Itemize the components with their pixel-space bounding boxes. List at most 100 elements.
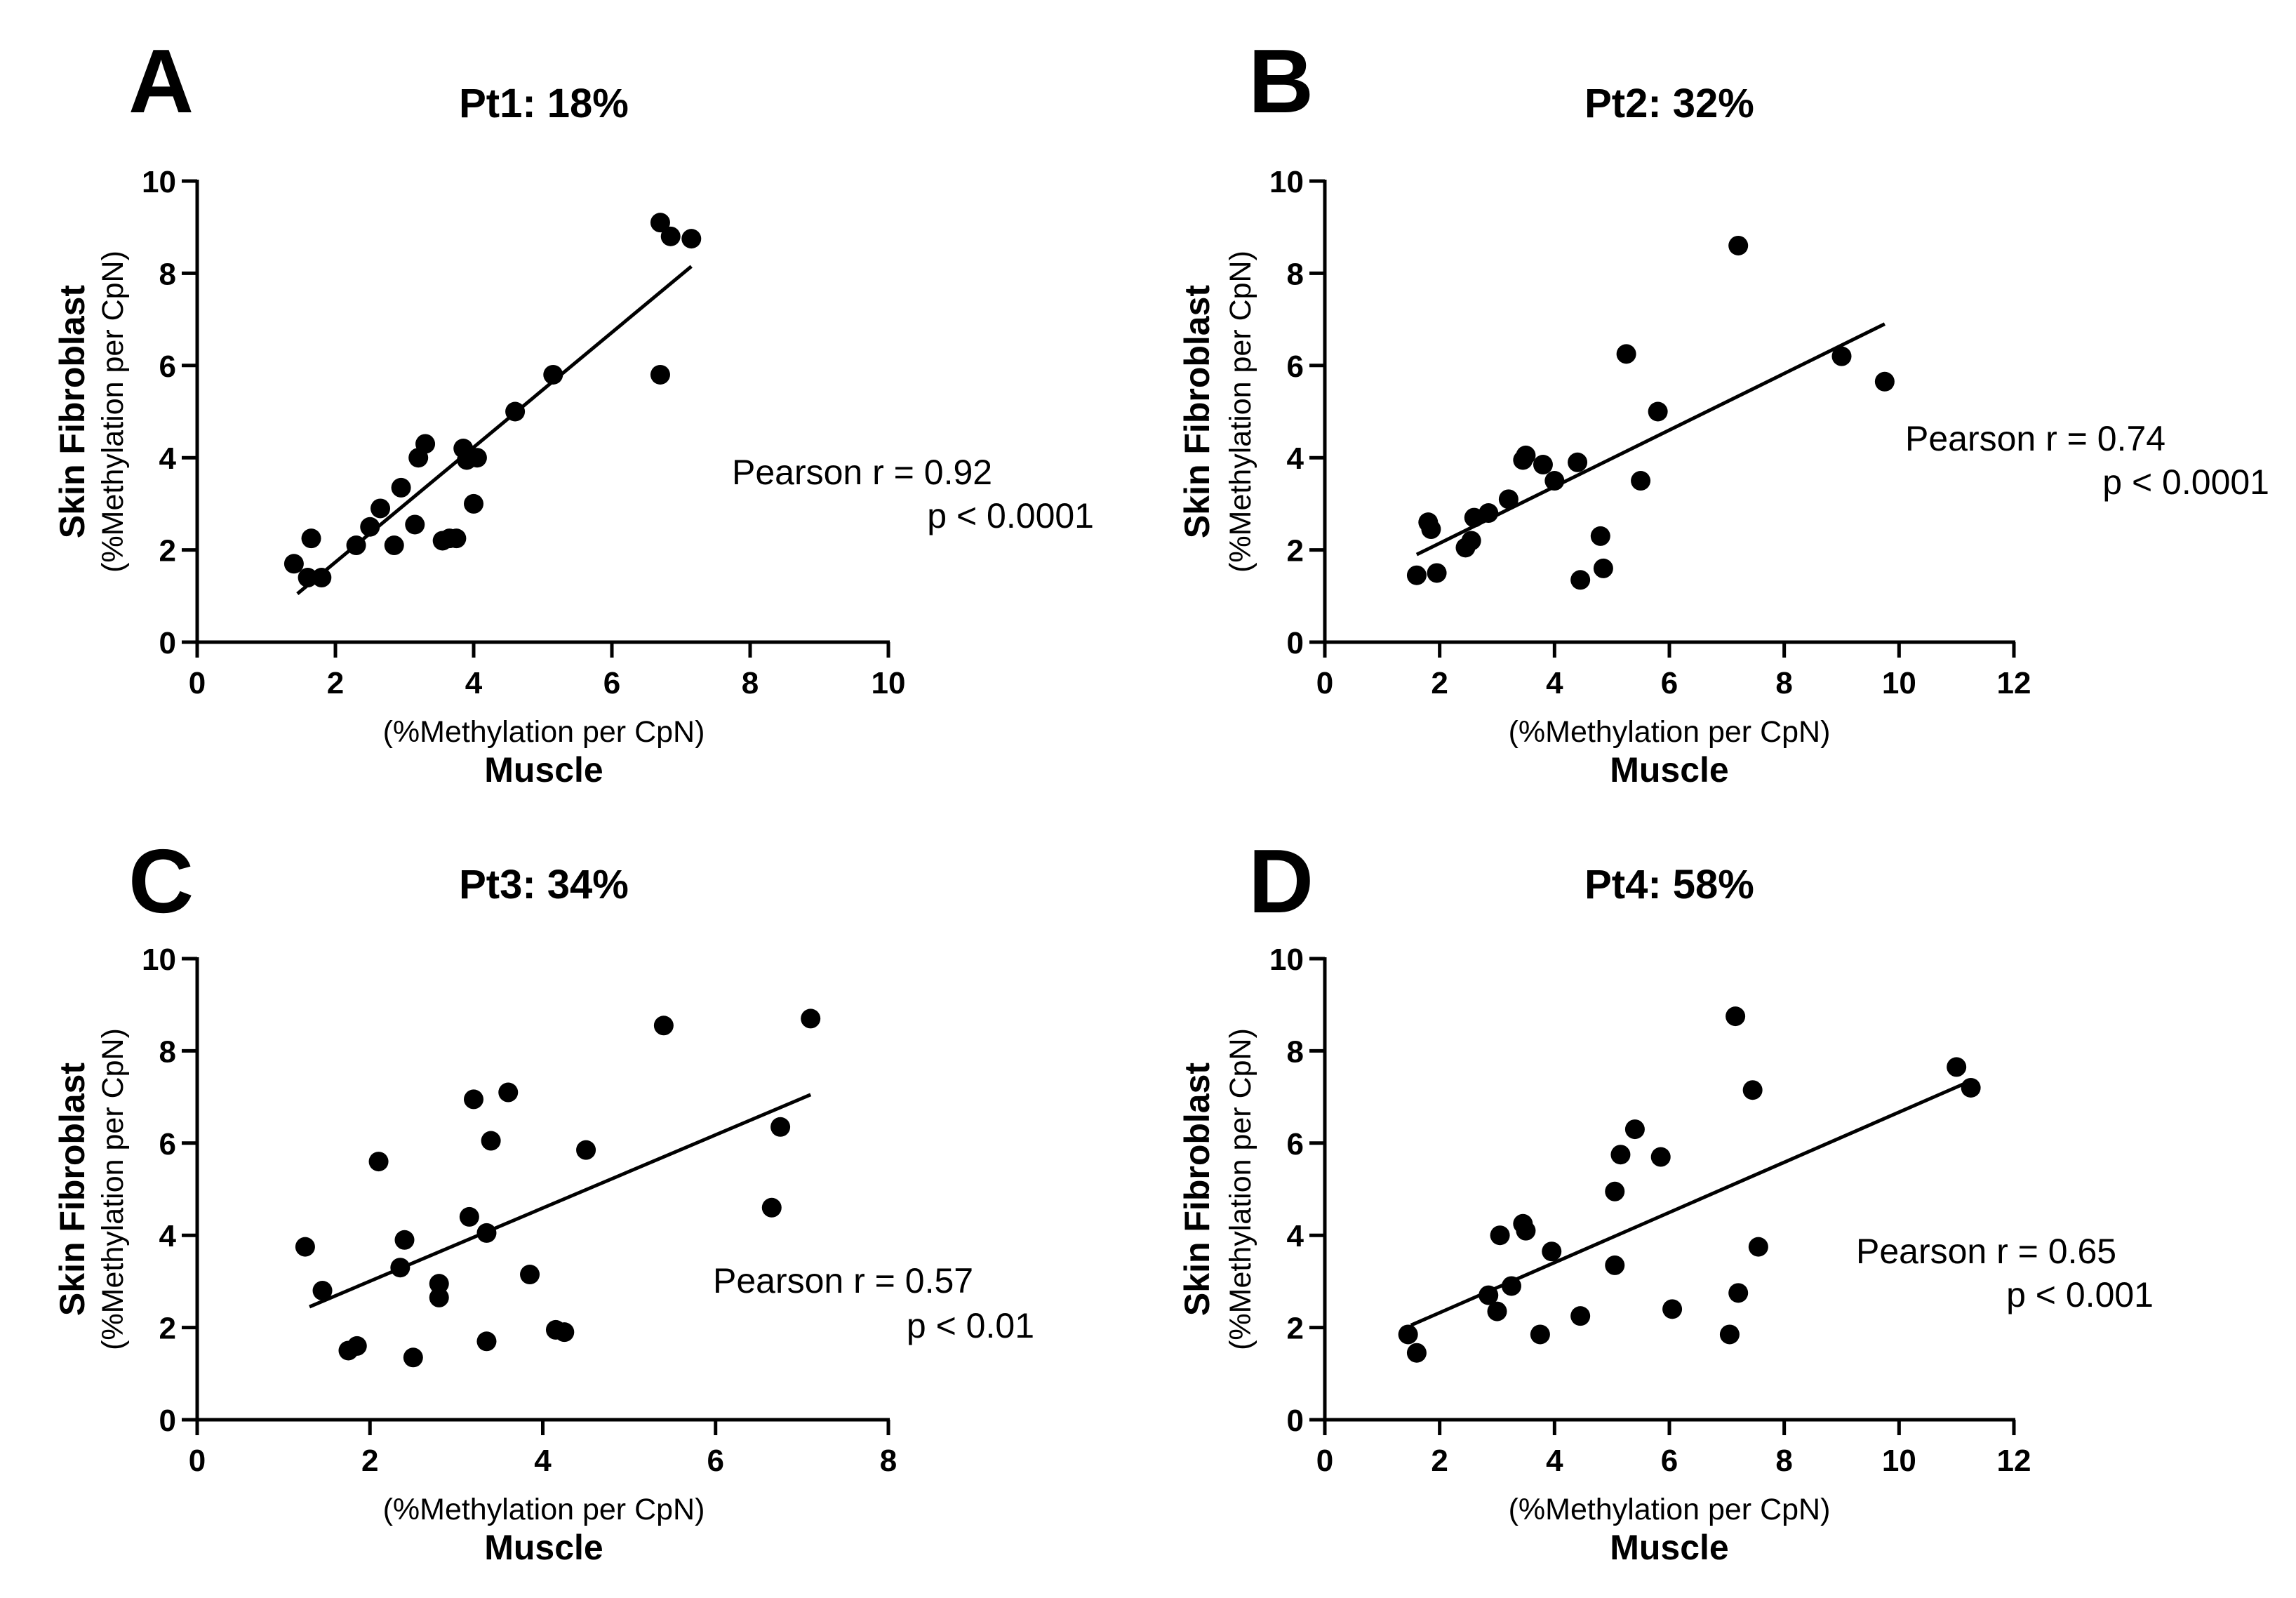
data-point [347,1336,367,1356]
data-point [761,1197,782,1218]
data-point [384,535,404,556]
data-point [301,528,321,549]
data-point [476,1223,497,1243]
data-point [459,1206,479,1227]
y-tick-label: 4 [1287,441,1304,476]
data-point [368,1152,389,1172]
data-point [1719,1324,1740,1345]
data-point [1490,1225,1510,1246]
x-tick-label: 8 [1775,1444,1792,1478]
x-tick-label: 4 [1546,1444,1563,1478]
y-tick-label: 10 [142,943,176,977]
data-point [1624,1119,1645,1140]
y-tick-label: 2 [1287,534,1304,568]
x-tick-label: 0 [189,666,206,700]
y-axis-label: Skin Fibroblast [53,1063,92,1317]
x-tick-label: 10 [872,666,906,700]
data-point [1406,1343,1427,1363]
p-value-annotation: p < 0.0001 [927,496,1094,535]
x-tick-label: 6 [603,666,620,700]
data-point [1398,1324,1418,1345]
data-point [360,517,380,537]
y-tick-label: 0 [1287,626,1304,660]
data-point [1605,1255,1625,1275]
data-point [1650,1147,1671,1167]
data-point [1593,558,1613,578]
data-point [403,1347,423,1368]
x-tick-label: 12 [1997,666,2031,700]
x-tick-label: 0 [1316,666,1333,700]
x-tick-label: 4 [1546,666,1563,700]
data-point [660,226,681,246]
y-axis-label: Skin Fibroblast [1177,285,1217,539]
data-point [295,1237,315,1257]
data-point [1610,1145,1631,1165]
panel-title: Pt1: 18% [459,81,629,126]
x-tick-label: 2 [327,666,344,700]
data-point [1648,401,1668,422]
data-point [1487,1301,1507,1321]
y-axis-sublabel: (%Methylation per CpN) [96,251,130,573]
data-point [1831,346,1852,366]
y-tick-label: 4 [159,441,177,476]
p-value-annotation: p < 0.001 [2006,1275,2154,1314]
data-point [283,554,304,574]
data-point [1728,235,1749,255]
y-tick-label: 10 [1269,165,1304,199]
data-point [1947,1057,1967,1077]
data-point [415,434,436,454]
data-point [1406,565,1427,585]
data-point [446,528,467,549]
x-tick-label: 0 [1316,1444,1333,1478]
data-point [653,1016,674,1036]
panel-letter: D [1248,831,1314,932]
data-point [467,448,487,468]
data-point [476,1331,497,1352]
data-point [405,514,425,535]
p-value-annotation: p < 0.0001 [2102,462,2269,502]
data-point [498,1082,519,1103]
data-point [429,1274,449,1294]
data-point [520,1265,540,1285]
panel-title: Pt2: 32% [1584,81,1754,126]
data-point [312,1281,333,1301]
y-axis-sublabel: (%Methylation per CpN) [1224,1028,1257,1350]
x-tick-label: 2 [1431,666,1448,700]
x-tick-label: 6 [1661,1444,1678,1478]
data-point [1544,471,1565,491]
y-tick-label: 6 [1287,349,1304,384]
data-point [371,498,391,519]
y-axis-label: Skin Fibroblast [1177,1063,1217,1317]
panel-letter: A [128,31,194,132]
data-point [801,1008,821,1029]
x-tick-label: 6 [707,1444,724,1478]
data-point [1605,1181,1625,1201]
y-axis-sublabel: (%Methylation per CpN) [1224,251,1257,573]
panel-b: B Pt2: 32% 0 2 4 6 8 10 12 0 2 4 6 8 10 Skin Fibroblast… [1177,31,2269,790]
data-point [681,229,702,249]
data-point [390,1258,411,1278]
data-point [1961,1077,1981,1098]
data-point [1501,1276,1521,1296]
x-axis-label: Muscle [1610,1528,1729,1567]
y-tick-label: 4 [159,1219,177,1253]
panel-title: Pt4: 58% [1584,862,1754,907]
data-point [650,213,670,233]
data-point [1631,471,1651,491]
x-tick-label: 12 [1997,1444,2031,1478]
data-point [1516,445,1536,465]
x-axis-label: Muscle [1610,750,1729,790]
x-axis-sublabel: (%Methylation per CpN) [1509,715,1831,749]
data-point [1461,531,1481,551]
data-point [1726,1006,1746,1027]
data-point [1748,1237,1768,1257]
pearson-r-annotation: Pearson r = 0.74 [1905,419,2165,458]
y-tick-label: 6 [159,349,176,384]
y-tick-label: 8 [1287,1034,1304,1069]
x-tick-label: 0 [189,1444,206,1478]
data-point [464,493,483,514]
y-axis-label: Skin Fibroblast [53,285,92,539]
y-tick-label: 0 [1287,1404,1304,1438]
